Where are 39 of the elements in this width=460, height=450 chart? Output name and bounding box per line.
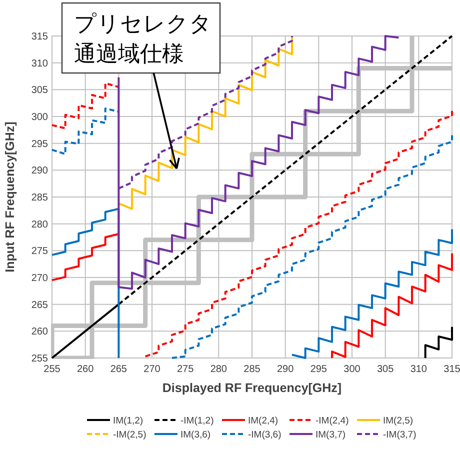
x-tick-label: 255: [44, 364, 61, 375]
legend-label: IM(3,6): [180, 430, 211, 440]
y-tick-label: 290: [31, 166, 48, 177]
y-tick-label: 275: [31, 246, 48, 258]
legend-label: -IM(1,2): [180, 416, 214, 426]
legend-label: -IM(3,6): [248, 430, 282, 440]
x-axis-title: Displayed RF Frequency[GHz]: [162, 381, 342, 395]
y-tick-label: 255: [31, 354, 48, 364]
x-tick-label: 270: [144, 364, 161, 375]
y-tick-label: 260: [31, 326, 48, 338]
x-tick-label: 285: [244, 364, 261, 375]
annotation: プリセレクタ通過域仕様: [74, 11, 212, 66]
y-tick-label: 285: [31, 192, 48, 204]
legend-label: -IM(2,4): [316, 416, 349, 426]
x-tick-label: 305: [376, 364, 394, 375]
legend-label: IM(2,5): [383, 416, 414, 426]
x-tick-label: 310: [410, 364, 428, 375]
x-tick-label: 275: [176, 364, 194, 375]
x-tick-label: 265: [110, 364, 128, 375]
x-tick-label: 280: [210, 364, 228, 375]
x-tick-label: 260: [76, 364, 94, 375]
x-tick-label: 300: [344, 364, 361, 375]
legend-label: IM(2,4): [248, 416, 278, 426]
y-axis-title: Input RF Frequency[GHz]: [3, 122, 17, 272]
x-tick-label: 315: [444, 364, 460, 375]
y-tick-label: 300: [31, 112, 48, 123]
y-tick-label: 310: [31, 58, 48, 70]
y-tick-label: 280: [31, 219, 48, 230]
legend-label: IM(1,2): [113, 416, 144, 426]
legend-label: -IM(2,5): [113, 430, 146, 440]
legend-label: -IM(3,7): [383, 430, 416, 440]
y-tick-label: 270: [31, 273, 48, 284]
y-tick-label: 265: [31, 300, 48, 311]
y-tick-label: 305: [31, 85, 48, 96]
x-tick-label: 290: [276, 364, 294, 375]
legend-label: IM(3,7): [316, 430, 346, 440]
y-tick-label: 295: [31, 138, 48, 150]
x-tick-label: 295: [310, 364, 328, 375]
y-tick-label: 315: [31, 32, 48, 42]
